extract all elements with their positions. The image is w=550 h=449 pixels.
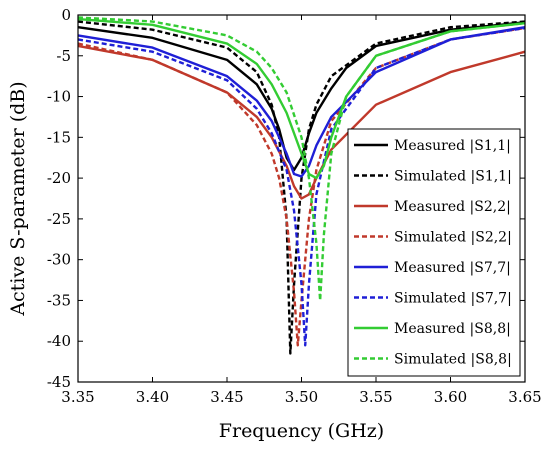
series-line-8	[77, 16, 526, 302]
legend-box	[347, 128, 521, 377]
legend: Measured |S1,1| Simulated |S1,1| Measured …	[347, 128, 521, 377]
legend-label-4: Simulated |S2,2|	[394, 230, 512, 246]
legend-label-2: Simulated |S1,1|	[394, 169, 512, 185]
y-tick-label: -10	[47, 88, 71, 106]
x-tick-label: 3.45	[210, 388, 243, 406]
legend-label-1: Measured |S1,1|	[394, 138, 511, 154]
series-line-1	[77, 21, 526, 172]
x-tick-label: 3.65	[508, 388, 541, 406]
y-axis-title: Active S-parameter (dB)	[7, 81, 29, 316]
x-tick-label: 3.40	[136, 388, 169, 406]
axes: 3.35 3.40 3.45 3.50 3.55 3.60 3.65 0 -5 -10 -15 -20…	[7, 6, 542, 442]
x-tick-label: 3.60	[434, 388, 467, 406]
x-tick-label: 3.55	[359, 388, 392, 406]
legend-label-6: Simulated |S7,7|	[394, 291, 512, 307]
legend-label-7: Measured |S8,8|	[394, 321, 511, 337]
y-tick-label: -15	[47, 128, 71, 146]
y-tick-label: -20	[47, 169, 71, 187]
x-tick-label: 3.50	[285, 388, 318, 406]
x-tick-label: 3.35	[61, 388, 94, 406]
legend-label-5: Measured |S7,7|	[394, 260, 511, 276]
y-tick-label: -5	[56, 47, 71, 65]
y-tick-label: -40	[47, 332, 71, 350]
y-tick-label: -30	[47, 251, 71, 269]
series-line-6	[77, 26, 526, 347]
legend-label-8: Simulated |S8,8|	[394, 352, 512, 368]
y-tick-label: -45	[47, 373, 71, 391]
plot-area	[77, 16, 526, 355]
x-axis-title: Frequency (GHz)	[219, 420, 384, 442]
y-tick-label: -35	[47, 291, 71, 309]
y-tick-label: -25	[47, 210, 71, 228]
series-line-7	[77, 17, 526, 180]
y-tick-label: 0	[61, 6, 71, 24]
series-line-2	[77, 20, 526, 355]
legend-label-3: Measured |S2,2|	[394, 199, 511, 215]
